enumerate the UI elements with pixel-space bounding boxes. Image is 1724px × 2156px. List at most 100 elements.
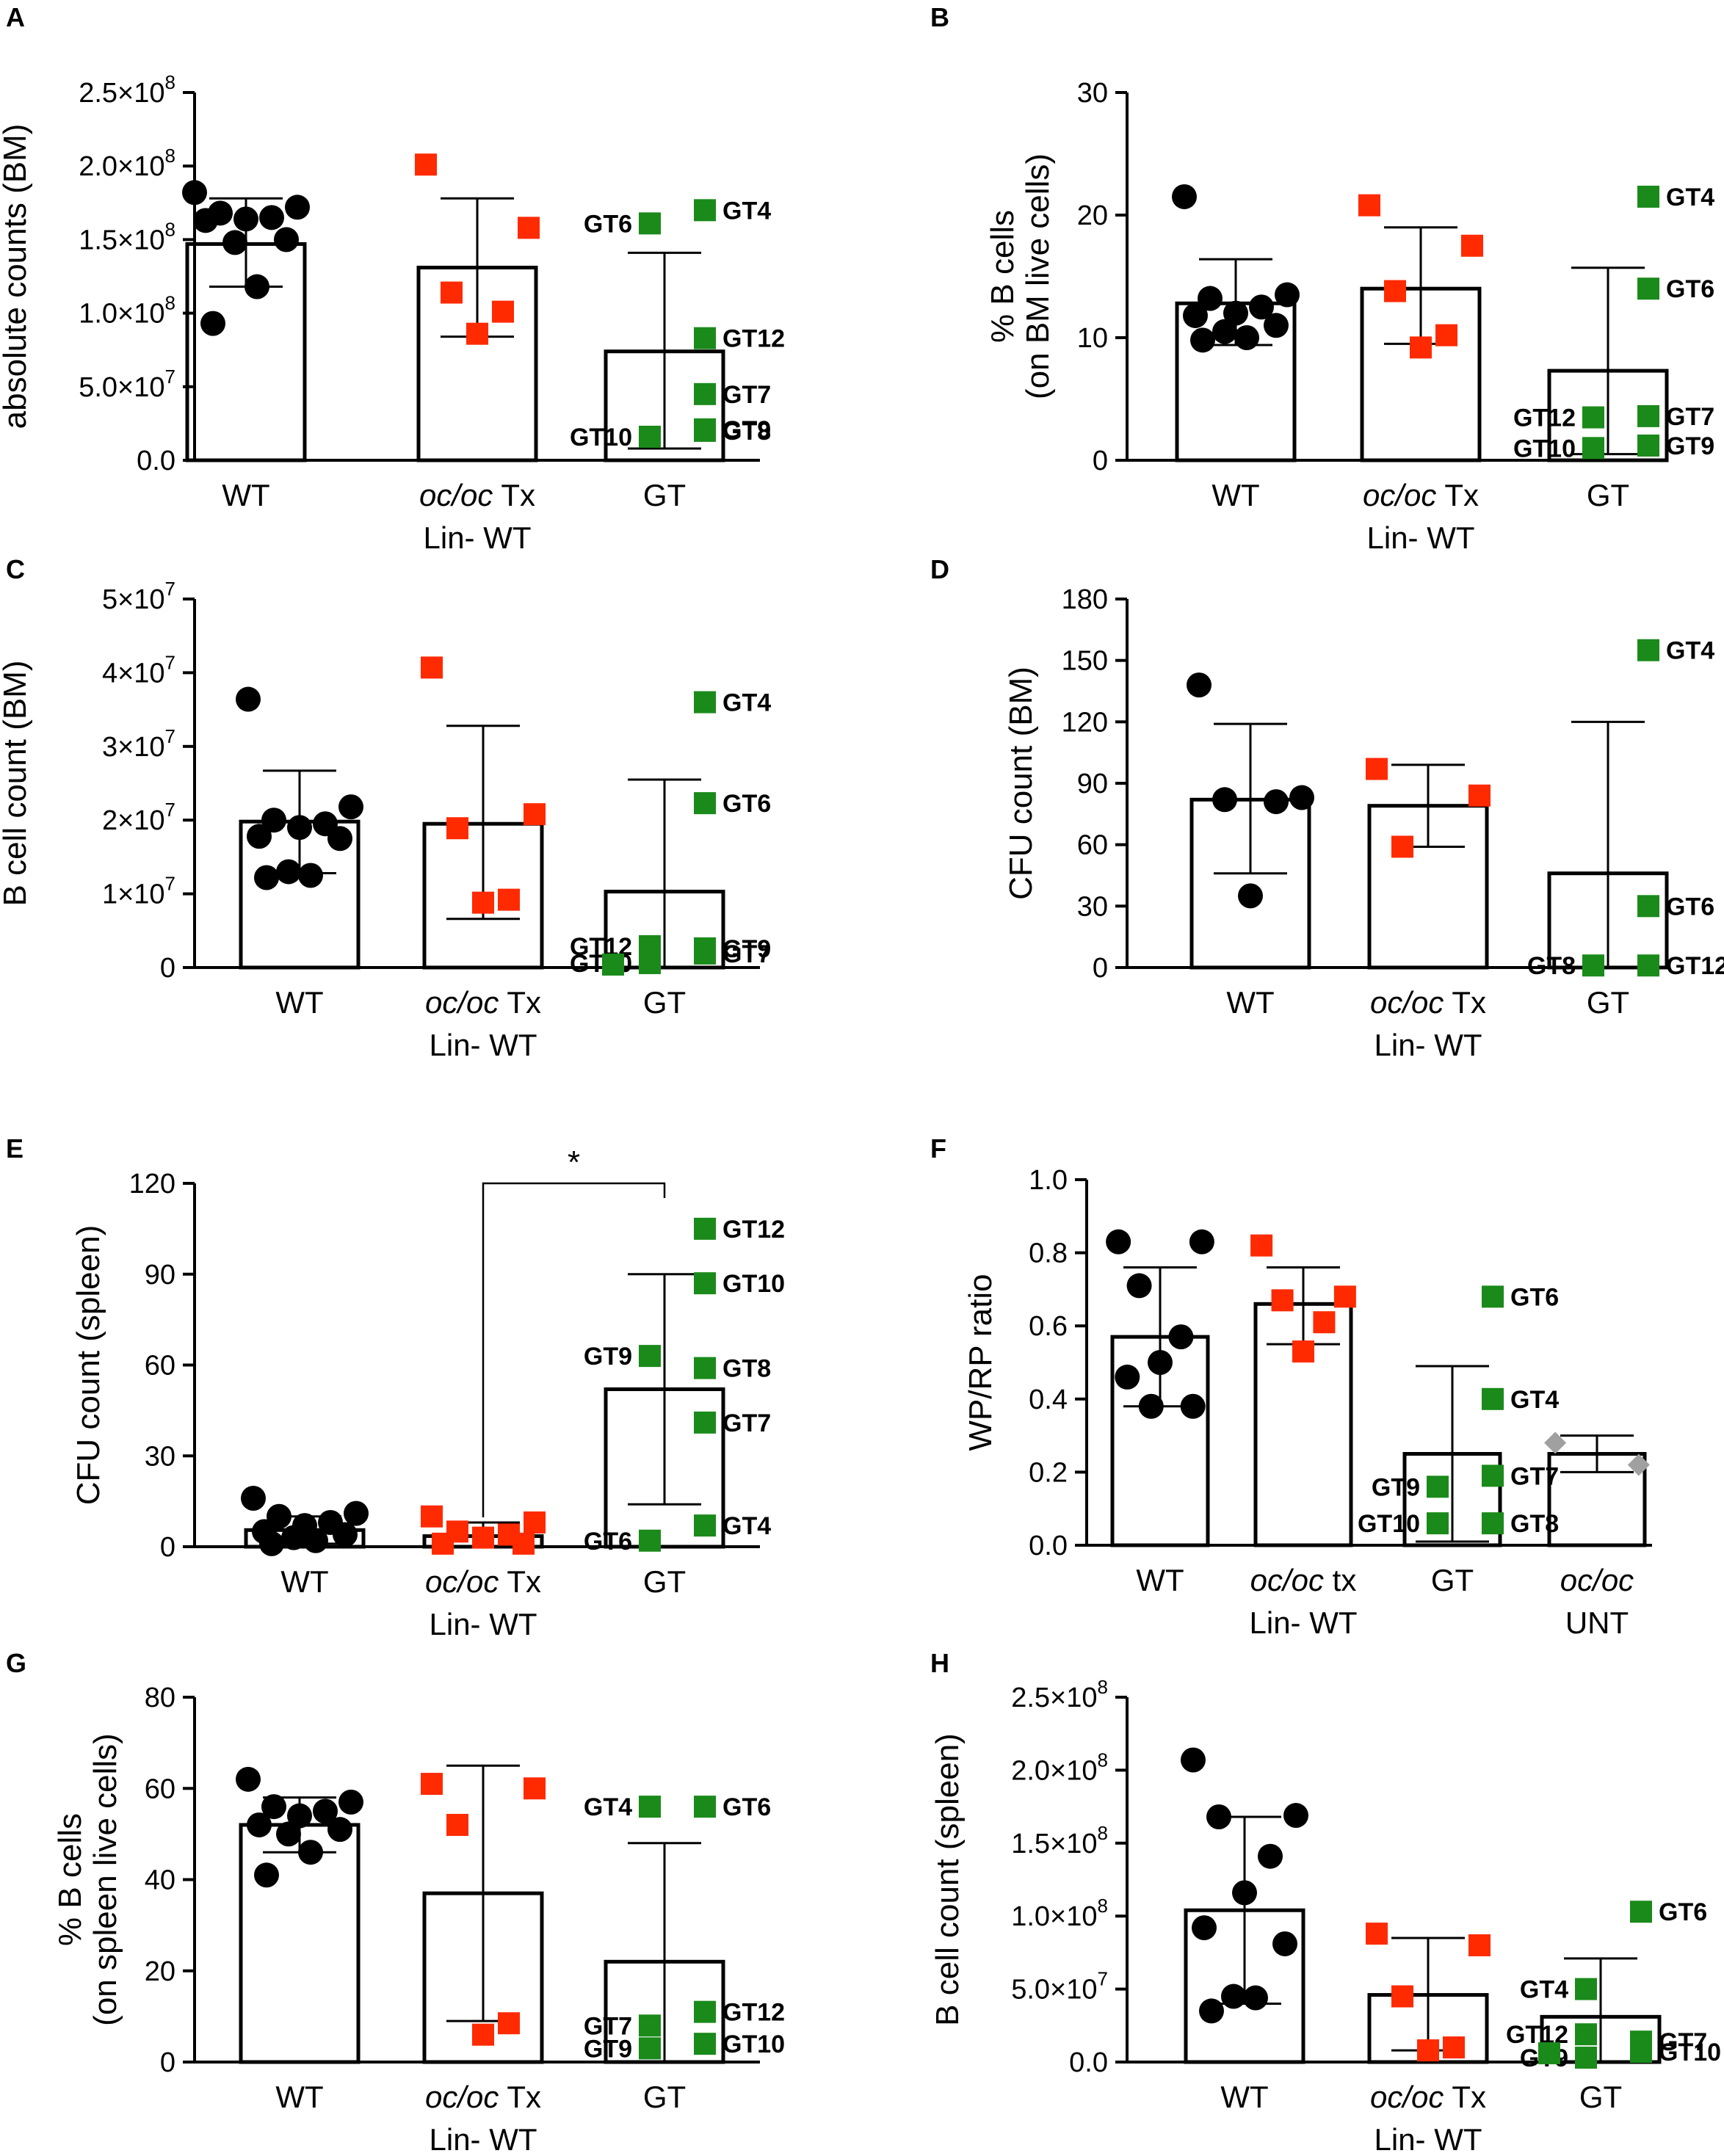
point-label: GT7: [1666, 403, 1714, 431]
data-point: [1271, 1289, 1294, 1312]
point-label: GT7: [722, 381, 771, 409]
data-point: [303, 1528, 328, 1553]
panel-letter: B: [930, 2, 949, 32]
data-point: [1264, 789, 1289, 815]
data-point: [1582, 954, 1604, 977]
x-category-name: GT: [1431, 1563, 1474, 1597]
y-tick-label: 0: [160, 1532, 175, 1563]
data-point: [1212, 787, 1237, 813]
y-tick-label: 20: [1077, 200, 1108, 231]
x-category-line2: Lin- WT: [430, 1028, 537, 1062]
data-point: [1232, 1880, 1257, 1906]
data-point: [281, 1525, 306, 1550]
data-point: [1358, 194, 1380, 217]
panel-letter: A: [6, 2, 25, 32]
data-point: [1468, 1934, 1491, 1956]
data-point: [261, 807, 286, 833]
data-point: [222, 230, 247, 255]
data-point: [1627, 1453, 1650, 1476]
data-point: [1138, 1393, 1164, 1419]
point-label: GT9: [584, 2035, 632, 2063]
data-point: [498, 2012, 520, 2035]
point-label: GT10: [1358, 1510, 1420, 1538]
y-tick-label: 0: [1093, 446, 1108, 476]
y-tick-mantissa: 1×10: [102, 879, 165, 910]
data-point: [1272, 1931, 1297, 1956]
data-point: [694, 382, 716, 405]
y-tick-label: 0.8: [1029, 1238, 1068, 1269]
y-axis-label: B cell count (BM): [0, 661, 33, 907]
y-tick-label: 150: [1062, 646, 1108, 677]
point-label: GT12: [1513, 404, 1576, 432]
point-label: GT6: [1666, 893, 1714, 921]
y-tick-mantissa: 80: [145, 1683, 175, 1713]
x-category-label: WT: [275, 985, 323, 1020]
data-point: [1243, 1985, 1268, 2011]
data-point: [1206, 1804, 1231, 1830]
point-label: GT10: [1513, 435, 1576, 462]
point-label: GT12: [722, 1999, 785, 2027]
y-tick-exponent: 7: [165, 725, 175, 747]
data-point: [1410, 336, 1432, 359]
y-tick-mantissa: 5.0×10: [1011, 1975, 1097, 2006]
data-point: [524, 1511, 546, 1533]
data-point: [298, 863, 323, 888]
y-axis-label: % B cells (on spleen live cells): [52, 1733, 123, 2026]
data-point: [694, 1357, 716, 1379]
x-category-suffix: Tx: [499, 1564, 541, 1599]
y-axis-label: WP/RP ratio: [963, 1274, 999, 1451]
y-axis-label-line2: (on BM live cells): [1020, 153, 1056, 399]
data-point: [446, 1813, 468, 1836]
data-point: [344, 1500, 369, 1526]
data-point: [1630, 1901, 1652, 1923]
data-point: [524, 1777, 546, 1800]
y-tick-mantissa: 0.0: [1069, 2047, 1108, 2078]
y-tick-label: 60: [1077, 830, 1108, 861]
x-category-label: WT: [1211, 478, 1259, 512]
data-point: [276, 1821, 301, 1847]
x-category-suffix: Tx: [1444, 985, 1486, 1020]
data-point: [524, 803, 546, 826]
x-category-line2: Lin- WT: [430, 2122, 537, 2156]
panel-letter: F: [930, 1133, 946, 1164]
data-point: [1313, 1311, 1336, 1334]
point-label: GT7: [722, 1409, 771, 1437]
y-tick-label: 1.5×108: [79, 218, 175, 255]
point-label: GT10: [1659, 2039, 1721, 2066]
x-category-label: WT: [1226, 985, 1274, 1020]
y-tick-mantissa: 0.0: [137, 446, 175, 476]
x-category-label: oc/oc Tx: [1370, 985, 1486, 1020]
data-point: [421, 1505, 443, 1528]
x-category-suffix: Tx: [1444, 2080, 1486, 2114]
y-tick-exponent: 7: [165, 578, 175, 600]
data-point: [446, 817, 468, 840]
x-category-name: GT: [643, 478, 686, 512]
data-point: [694, 419, 716, 442]
y-axis-label: % B cells (on BM live cells): [985, 153, 1056, 399]
y-tick-label: 10: [1077, 323, 1108, 354]
y-axis-label-line1: % B cells: [52, 1813, 88, 1946]
y-tick-label: 2.5×108: [79, 71, 175, 109]
data-point: [1461, 234, 1483, 257]
x-category-label: WT: [1136, 1563, 1184, 1597]
y-tick-mantissa: 90: [145, 1260, 175, 1291]
y-tick-label: 1.5×108: [1011, 1822, 1108, 1859]
y-tick-label: 120: [129, 1169, 175, 1199]
data-point: [1264, 313, 1289, 338]
x-category-name: oc/oc: [1250, 1563, 1324, 1597]
data-point: [254, 1862, 279, 1888]
y-tick-exponent: 8: [165, 292, 175, 314]
y-tick-mantissa: 0.8: [1029, 1238, 1068, 1269]
x-category-label: oc/oc tx: [1250, 1563, 1357, 1597]
data-point: [298, 1840, 323, 1865]
y-tick-mantissa: 0.6: [1029, 1311, 1068, 1342]
x-category-name: WT: [280, 1564, 328, 1599]
panel-letter: E: [6, 1133, 23, 1164]
y-tick-mantissa: 0: [1093, 446, 1108, 476]
point-label: GT6: [722, 1793, 771, 1821]
data-point: [1106, 1229, 1131, 1255]
point-label: GT4: [1666, 637, 1714, 665]
panel-A: A0.05.0×1071.0×1081.5×1082.0×1082.5×108a…: [0, 2, 785, 555]
point-label: GT10: [722, 1270, 785, 1298]
data-point: [276, 859, 301, 885]
